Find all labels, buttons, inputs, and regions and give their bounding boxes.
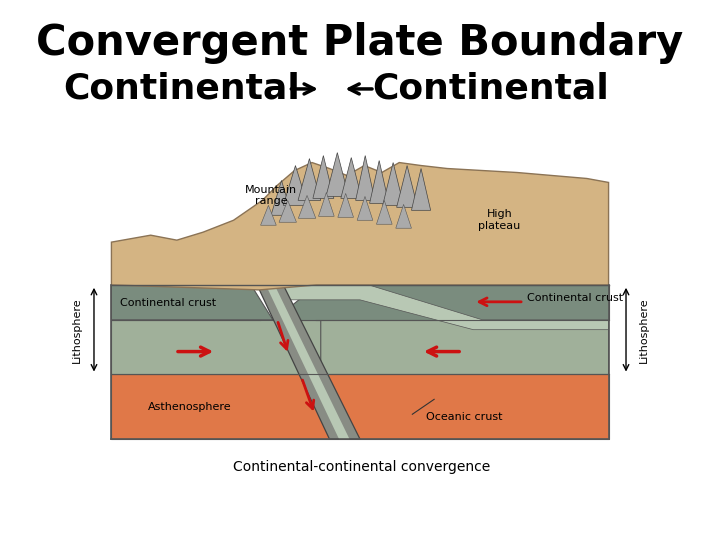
- Text: Lithosphere: Lithosphere: [71, 297, 81, 362]
- Polygon shape: [382, 163, 404, 205]
- Text: Continental: Continental: [372, 72, 609, 106]
- Polygon shape: [273, 285, 608, 320]
- Polygon shape: [313, 156, 334, 198]
- Polygon shape: [271, 180, 292, 215]
- Text: High
plateau: High plateau: [478, 210, 521, 231]
- Polygon shape: [283, 166, 307, 205]
- Polygon shape: [257, 285, 360, 439]
- Polygon shape: [411, 168, 431, 210]
- Polygon shape: [318, 192, 334, 217]
- Text: Lithosphere: Lithosphere: [639, 297, 649, 362]
- Polygon shape: [320, 315, 608, 374]
- Polygon shape: [112, 163, 608, 290]
- Polygon shape: [341, 158, 361, 198]
- Text: Asthenosphere: Asthenosphere: [148, 402, 232, 413]
- Polygon shape: [279, 200, 297, 222]
- Polygon shape: [356, 156, 375, 200]
- Polygon shape: [112, 374, 608, 439]
- Text: Oceanic crust: Oceanic crust: [426, 412, 503, 422]
- Polygon shape: [397, 166, 418, 207]
- Polygon shape: [396, 204, 411, 228]
- Polygon shape: [283, 285, 608, 330]
- Text: Mountain
range: Mountain range: [245, 185, 297, 206]
- Polygon shape: [112, 320, 320, 374]
- Polygon shape: [261, 205, 276, 225]
- Polygon shape: [357, 197, 373, 220]
- Polygon shape: [369, 160, 389, 204]
- Polygon shape: [326, 153, 348, 197]
- Text: Continental: Continental: [63, 72, 300, 106]
- Polygon shape: [298, 195, 316, 218]
- Polygon shape: [377, 200, 392, 224]
- Polygon shape: [338, 193, 354, 217]
- Polygon shape: [298, 159, 320, 200]
- Polygon shape: [112, 285, 273, 320]
- Polygon shape: [266, 285, 349, 439]
- Text: Continental crust: Continental crust: [120, 298, 216, 308]
- Text: Continental crust: Continental crust: [528, 293, 624, 303]
- Text: Continental-continental convergence: Continental-continental convergence: [233, 460, 490, 474]
- Text: Convergent Plate Boundary: Convergent Plate Boundary: [37, 22, 683, 64]
